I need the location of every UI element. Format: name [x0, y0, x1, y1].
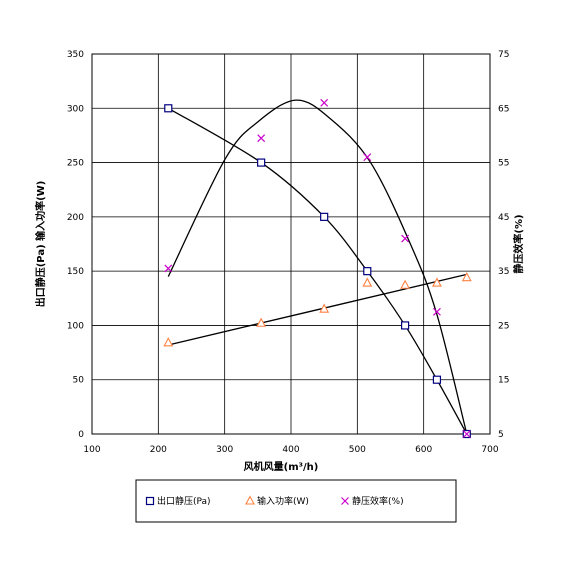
series-1-point [319, 303, 330, 313]
y-left-tick-label: 300 [67, 104, 84, 114]
x-tick-label: 600 [415, 445, 432, 455]
x-tick-label: 500 [349, 445, 366, 455]
y-right-tick-label: 45 [498, 213, 509, 223]
legend-marker-2 [341, 497, 349, 505]
y-left-tick-label: 50 [73, 376, 85, 386]
legend-marker-0 [145, 496, 155, 506]
y-left-tick-label: 150 [67, 267, 84, 277]
y-left-tick-label: 100 [67, 321, 84, 331]
y-left-tick-label: 250 [67, 159, 84, 169]
x-tick-label: 100 [83, 445, 100, 455]
x-axis-label: 风机风量(m³/h) [244, 460, 319, 473]
series-1-point [163, 337, 174, 347]
y-right-tick-label: 35 [498, 267, 509, 277]
legend-label-1: 输入功率(W) [257, 495, 309, 507]
y-right-tick-label: 25 [498, 321, 509, 331]
series-2-point [257, 134, 266, 143]
series-2-point [164, 264, 173, 273]
legend-marker-1 [245, 495, 255, 505]
y-left-axis-label: 出口静压(Pa) 输入功率(W) [34, 181, 47, 308]
legend-label-2: 静压效率(%) [352, 495, 404, 507]
series-1-point [432, 277, 442, 287]
x-tick-label: 200 [150, 445, 167, 455]
y-right-tick-label: 15 [498, 376, 509, 386]
legend-box [135, 479, 457, 523]
legend-label-0: 出口静压(Pa) [157, 495, 211, 507]
series-2-point [363, 153, 372, 162]
series-1-point [362, 277, 373, 287]
y-right-axis-label: 静压效率(%) [512, 214, 525, 273]
series-0-point [320, 212, 329, 221]
y-left-tick-label: 350 [67, 50, 84, 60]
series-2-point [401, 234, 410, 243]
x-tick-label: 400 [282, 445, 299, 455]
series-1-point [400, 279, 411, 289]
series-0-point [432, 375, 442, 384]
series-0-point [400, 321, 410, 330]
y-right-tick-label: 55 [498, 159, 509, 169]
x-tick-label: 700 [481, 445, 498, 455]
y-right-tick-label: 65 [498, 104, 509, 114]
y-right-tick-label: 5 [498, 430, 504, 440]
series-2-point [462, 430, 471, 438]
y-left-tick-label: 0 [78, 430, 84, 440]
series-0-point [164, 104, 173, 113]
series-1-point [461, 271, 472, 282]
series-2-point [320, 98, 329, 107]
x-tick-label: 300 [216, 445, 233, 455]
fit-curve-1 [168, 273, 467, 346]
series-1-point [256, 317, 267, 327]
y-right-tick-label: 75 [498, 50, 509, 60]
series-2-point [433, 307, 441, 316]
y-left-tick-label: 200 [67, 213, 84, 223]
series-0-point [363, 267, 372, 276]
series-0-point [257, 158, 266, 167]
